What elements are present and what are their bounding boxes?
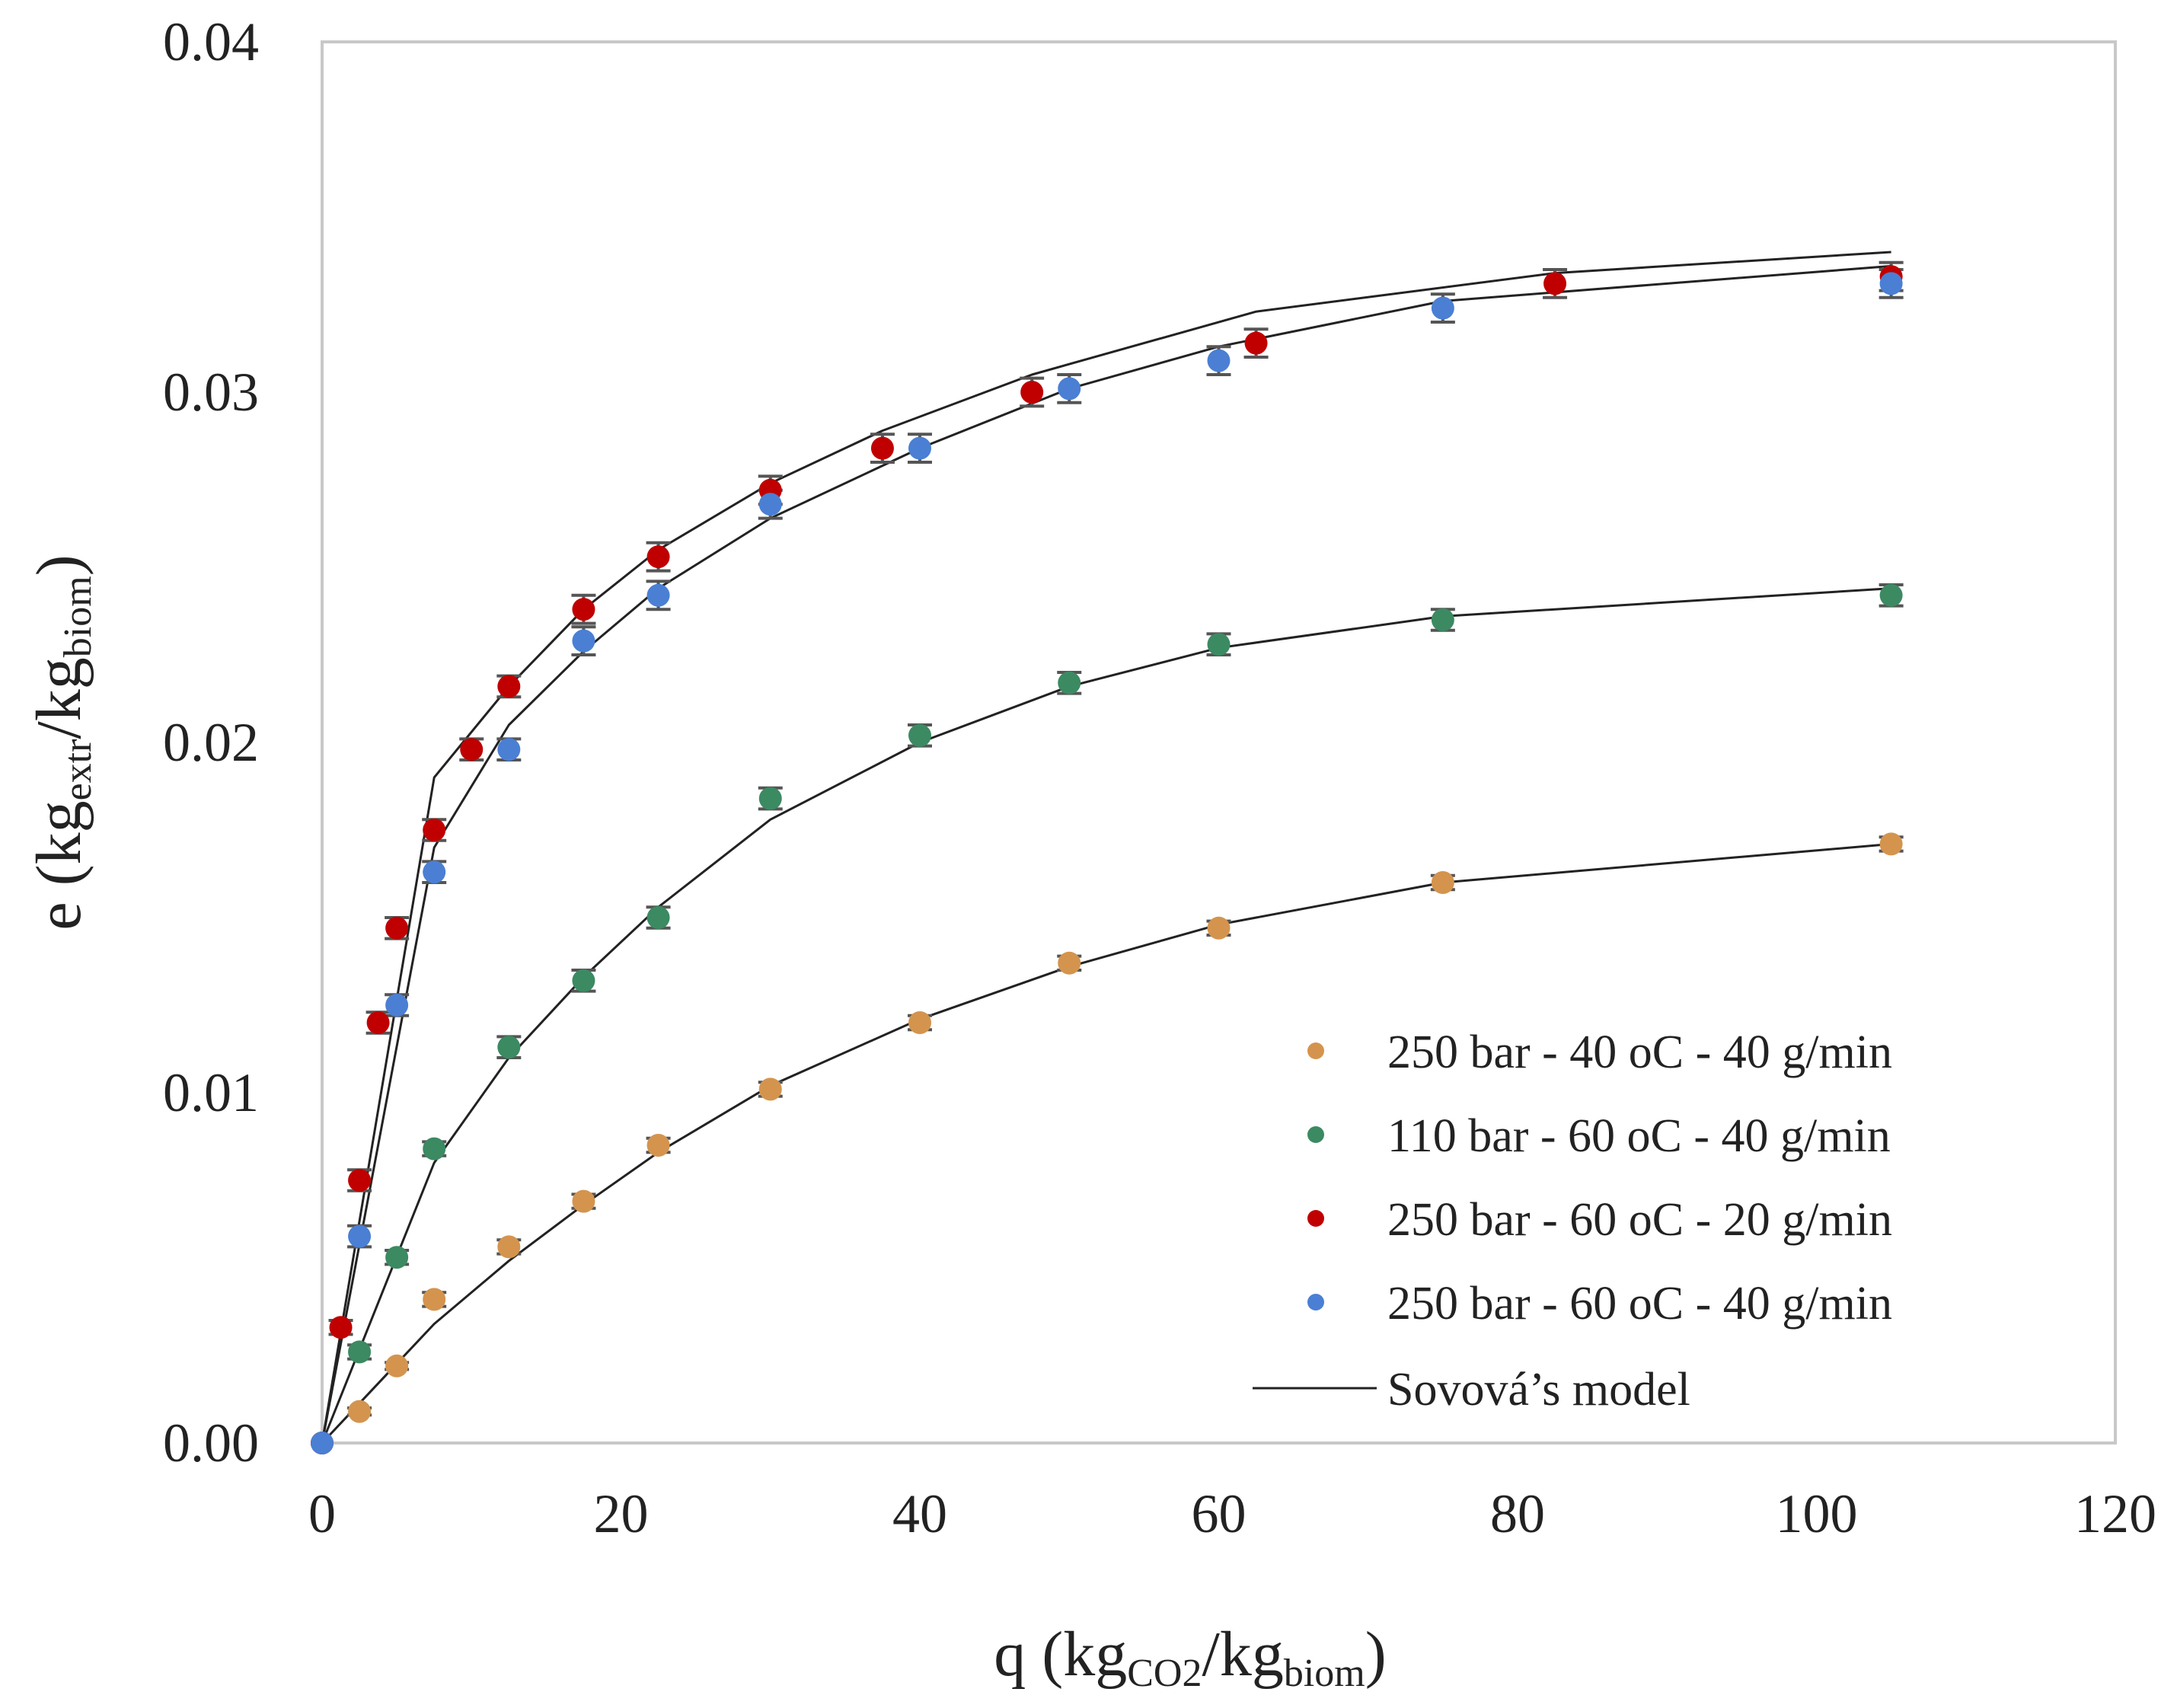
data-point-series-1	[572, 969, 595, 992]
x-axis-title: q (kgCO2/kgbiom)	[994, 1619, 1386, 1695]
data-point-series-2	[423, 819, 446, 841]
legend-label-250bar-60c-40g: 250 bar - 60 oC - 40 g/min	[1387, 1278, 1892, 1330]
data-point-series-0	[758, 1077, 782, 1101]
data-point-series-2	[1244, 331, 1268, 355]
data-point-series-0	[908, 1011, 931, 1034]
data-point-series-3	[646, 583, 670, 607]
data-point-series-0	[497, 1235, 521, 1259]
y-tick-label: 0.04	[163, 11, 259, 72]
data-point-series-3	[1879, 272, 1903, 295]
data-point-series-1	[1431, 608, 1454, 631]
y-tick-label: 0.01	[163, 1062, 259, 1123]
data-point-series-3	[497, 738, 521, 761]
x-tick-label: 40	[892, 1483, 947, 1544]
data-point-series-1	[1879, 583, 1903, 607]
legend-label-250bar-40c-40g: 250 bar - 40 oC - 40 g/min	[1387, 1026, 1892, 1078]
data-point-series-2	[572, 598, 595, 621]
legend-marker-250bar-60c-40g	[1307, 1294, 1324, 1311]
data-point-series-3	[385, 994, 409, 1017]
legend-label-250bar-60c-20g: 250 bar - 60 oC - 20 g/min	[1387, 1194, 1892, 1246]
data-point-series-1	[908, 723, 931, 747]
data-point-series-1	[423, 1137, 446, 1160]
data-point-series-0	[1207, 916, 1231, 940]
legend-marker-250bar-40c-40g	[1307, 1042, 1324, 1059]
model-lines	[321, 251, 1891, 1445]
x-tick-label: 120	[2074, 1483, 2156, 1544]
data-point-series-3	[572, 629, 595, 653]
data-point-series-1	[385, 1246, 409, 1269]
data-point-series-0	[1431, 871, 1454, 894]
data-point-series-3	[908, 436, 931, 460]
legend-marker-110bar-60c-40g	[1307, 1126, 1324, 1143]
y-tick-label: 0.00	[163, 1413, 259, 1473]
data-point-series-2	[385, 916, 409, 940]
data-point-series-1	[1207, 633, 1231, 656]
data-point-series-2	[646, 545, 670, 569]
data-point-series-2	[1020, 381, 1044, 404]
x-axis-ticks: 0 20 40 60 80 100 120	[308, 1483, 2156, 1544]
legend-label-model: Sovová’s model	[1387, 1364, 1690, 1416]
legend-item: 250 bar - 40 oC - 40 g/min	[1307, 1026, 1892, 1078]
data-point-series-1	[348, 1340, 372, 1364]
x-tick-label: 0	[308, 1483, 336, 1544]
data-point-series-0	[348, 1400, 372, 1423]
x-tick-label: 100	[1776, 1483, 1858, 1544]
data-point-series-3	[311, 1432, 334, 1454]
legend: 250 bar - 40 oC - 40 g/min 110 bar - 60 …	[1253, 1026, 1892, 1416]
y-axis-title: e (kgextr/kgbiom)	[24, 554, 100, 930]
legend-item: 250 bar - 60 oC - 20 g/min	[1307, 1194, 1892, 1246]
data-point-series-3	[1431, 296, 1454, 320]
data-point-series-2	[366, 1011, 390, 1034]
x-tick-label: 60	[1192, 1483, 1247, 1544]
data-point-series-2	[329, 1316, 353, 1339]
legend-item: 110 bar - 60 oC - 40 g/min	[1307, 1110, 1891, 1162]
y-axis-ticks: 0.00 0.01 0.02 0.03 0.04	[163, 11, 259, 1473]
model-line-series-1	[321, 587, 1891, 1444]
data-point-series-1	[758, 787, 782, 810]
legend-marker-250bar-60c-20g	[1307, 1210, 1324, 1227]
legend-item: Sovová’s model	[1253, 1364, 1690, 1416]
data-point-series-0	[385, 1354, 409, 1378]
plot-area	[321, 40, 2117, 1445]
data-point-series-0	[1879, 832, 1903, 856]
data-point-series-3	[1058, 377, 1081, 401]
legend-label-110bar-60c-40g: 110 bar - 60 oC - 40 g/min	[1387, 1110, 1891, 1162]
data-point-series-1	[646, 906, 670, 929]
model-line-series-3	[321, 264, 1891, 1444]
data-point-series-1	[497, 1036, 521, 1059]
data-point-series-0	[1058, 951, 1081, 975]
data-point-series-2	[870, 436, 894, 460]
data-point-series-2	[348, 1169, 372, 1192]
data-point-series-3	[758, 493, 782, 516]
y-tick-label: 0.02	[163, 712, 259, 773]
x-tick-label: 80	[1490, 1483, 1545, 1544]
model-line-series-2	[321, 251, 1891, 1444]
data-point-series-1	[1058, 671, 1081, 694]
data-point-series-2	[1543, 272, 1567, 295]
x-tick-label: 20	[594, 1483, 649, 1544]
data-point-series-0	[423, 1288, 446, 1311]
data-point-series-3	[1207, 349, 1231, 372]
y-tick-label: 0.03	[163, 362, 259, 423]
data-point-series-2	[497, 675, 521, 698]
data-point-series-2	[460, 738, 484, 761]
data-points	[311, 265, 1903, 1454]
legend-item: 250 bar - 60 oC - 40 g/min	[1307, 1278, 1892, 1330]
data-point-series-0	[646, 1134, 670, 1157]
data-point-series-3	[348, 1224, 372, 1248]
data-point-series-3	[423, 860, 446, 884]
data-point-series-0	[572, 1189, 595, 1213]
